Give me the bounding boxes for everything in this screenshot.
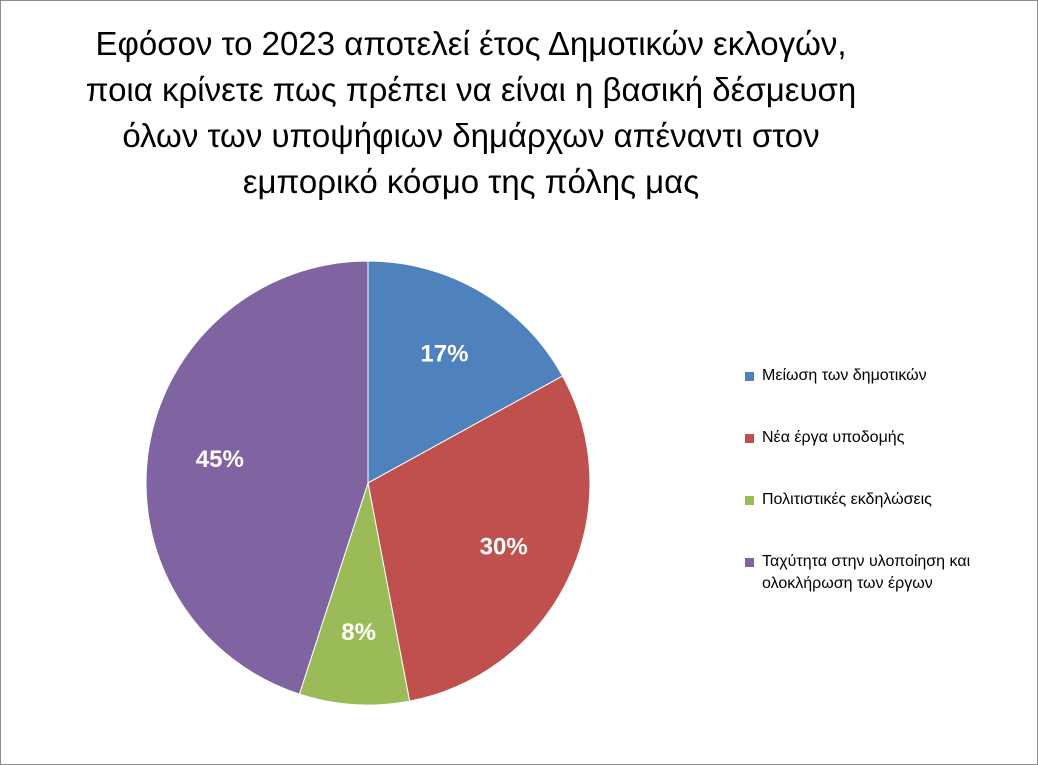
legend-swatch-2 <box>745 434 754 443</box>
legend: Μείωση των δημοτικών Νέα έργα υποδομής Π… <box>745 365 1035 635</box>
legend-label-2: Νέα έργα υποδομής <box>762 429 905 446</box>
pie-slice-1 <box>367 260 564 484</box>
data-label-2: 30% <box>480 533 528 560</box>
pie-slice-2 <box>367 375 591 702</box>
legend-entry-3: Πολιτιστικές εκδηλώσεις <box>745 489 1035 511</box>
legend-entry-4: Ταχύτητα στην υλοποίηση και ολοκλήρωση τ… <box>745 551 1035 595</box>
data-label-1: 17% <box>420 340 468 367</box>
legend-label-1: Μείωση των δημοτικών <box>762 367 927 384</box>
legend-label-4-line-1: Ταχύτητα στην υλοποίηση και <box>762 553 971 570</box>
legend-entry-2: Νέα έργα υποδομής <box>745 427 1035 449</box>
legend-swatch-4 <box>745 558 754 567</box>
legend-swatch-1 <box>745 372 754 381</box>
chart-title-line-2: ποια κρίνετε πως πρέπει να είναι η βασικ… <box>85 71 857 108</box>
pie-slice-4 <box>145 260 369 695</box>
legend-entry-1: Μείωση των δημοτικών <box>745 365 1035 387</box>
chart-title-line-4: εμπορικό κόσμο της πόλης μας <box>242 163 700 200</box>
data-label-3: 8% <box>341 619 376 646</box>
legend-swatch-3 <box>745 496 754 505</box>
pie-slice-3 <box>298 482 411 706</box>
data-label-4: 45% <box>196 446 244 473</box>
legend-label-4-line-2: ολοκλήρωση των έργων <box>762 575 933 592</box>
legend-label-3: Πολιτιστικές εκδηλώσεις <box>762 491 932 508</box>
chart-title-line-3: όλων των υποψήφιων δημάρχων απέναντι στο… <box>122 117 820 154</box>
chart-title-line-1: Εφόσον το 2023 αποτελεί έτος Δημοτικών ε… <box>95 25 847 62</box>
chart-title: Εφόσον το 2023 αποτελεί έτος Δημοτικών ε… <box>41 21 901 205</box>
